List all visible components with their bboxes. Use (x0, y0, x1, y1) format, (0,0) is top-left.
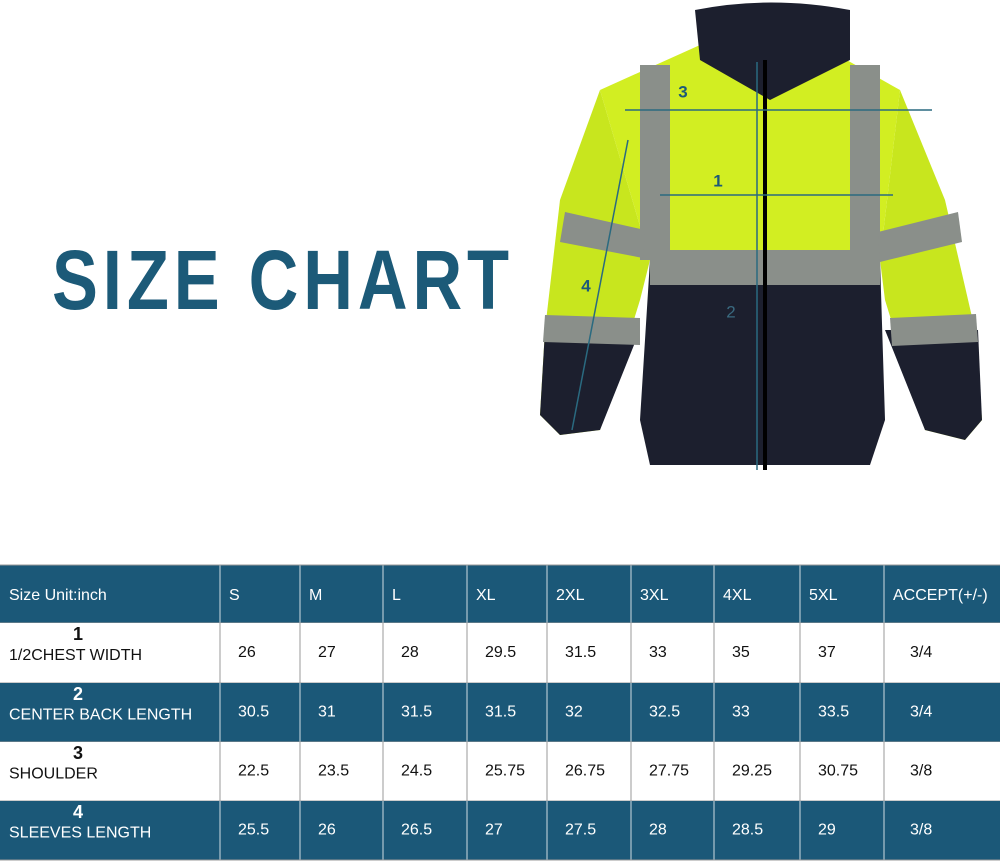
table-row (0, 742, 1000, 801)
table-cell: 3/4 (910, 704, 932, 721)
table-cell: 3/8 (910, 763, 932, 780)
header-cell: 5XL (809, 587, 838, 604)
table-cell: 33.5 (818, 704, 849, 721)
table-cell: 29 (818, 822, 836, 839)
table-cell: 31.5 (565, 644, 596, 661)
table-cell: 29.25 (732, 763, 772, 780)
header-cell: S (229, 587, 240, 604)
row-index: 2 (73, 684, 83, 704)
table-cell: 37 (818, 644, 836, 661)
row-index: 3 (73, 743, 83, 763)
table-cell: 3/4 (910, 644, 932, 661)
table-cell: 25.75 (485, 763, 525, 780)
header-cell: M (309, 587, 322, 604)
table-row (0, 565, 1000, 623)
table-cell: 26.75 (565, 763, 605, 780)
table-cell: 22.5 (238, 763, 269, 780)
table-cell: 29.5 (485, 644, 516, 661)
row-index: 4 (73, 802, 83, 822)
table-cell: 24.5 (401, 763, 432, 780)
size-table: Size Unit:inch S M L XL 2XL 3XL 4XL 5XL ACCEPT(+/… (0, 564, 1000, 861)
table-cell: 25.5 (238, 822, 269, 839)
header-cell: 4XL (723, 587, 752, 604)
table-cell: 31.5 (401, 704, 432, 721)
table-cell: 26.5 (401, 822, 432, 839)
table-cell: 30.75 (818, 763, 858, 780)
table-cell: 31 (318, 704, 336, 721)
table-cell: 3/8 (910, 822, 932, 839)
header-cell: XL (476, 587, 496, 604)
table-cell: 33 (649, 644, 667, 661)
measure-lines (571, 62, 932, 470)
row-label: SHOULDER (9, 766, 98, 783)
table-cell: 32 (565, 704, 583, 721)
table-cell: 28 (649, 822, 667, 839)
row-label: 1/2CHEST WIDTH (9, 647, 142, 664)
marker: 2 (726, 302, 735, 321)
jacket (540, 2, 982, 470)
marker: 3 (678, 82, 687, 101)
table-cell: 31.5 (485, 704, 516, 721)
header-cell: L (392, 587, 401, 604)
table-cell: 27 (318, 644, 336, 661)
header-cell: Size Unit:inch (9, 587, 107, 604)
table-cell: 35 (732, 644, 750, 661)
marker: 4 (581, 276, 591, 295)
table-cell: 27.5 (565, 822, 596, 839)
table-cell: 26 (238, 644, 256, 661)
row-index: 1 (73, 624, 83, 644)
table-row (0, 623, 1000, 683)
table-cell: 28 (401, 644, 419, 661)
table-cell: 27 (485, 822, 503, 839)
table-cell: 27.75 (649, 763, 689, 780)
table-row (0, 801, 1000, 860)
header-cell: ACCEPT(+/-) (893, 587, 988, 604)
table-cell: 32.5 (649, 704, 680, 721)
title: SIZE CHART (52, 233, 514, 327)
table-cell: 33 (732, 704, 750, 721)
table-cell: 30.5 (238, 704, 269, 721)
marker: 1 (713, 171, 722, 190)
table-cell: 28.5 (732, 822, 763, 839)
table-cell: 26 (318, 822, 336, 839)
header-cell: 2XL (556, 587, 585, 604)
table-cell: 23.5 (318, 763, 349, 780)
table-row (0, 683, 1000, 742)
row-label: CENTER BACK LENGTH (9, 707, 192, 724)
row-label: SLEEVES LENGTH (9, 825, 151, 842)
header-cell: 3XL (640, 587, 669, 604)
